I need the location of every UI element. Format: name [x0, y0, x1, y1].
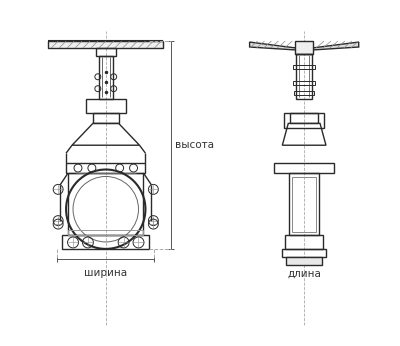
Polygon shape [250, 42, 296, 50]
Bar [293, 65, 315, 69]
Bar [62, 236, 150, 249]
Text: высота: высота [175, 140, 214, 150]
Bar [48, 41, 163, 48]
Bar [292, 177, 316, 231]
Bar [285, 236, 323, 249]
Bar [290, 113, 318, 124]
Bar [96, 48, 116, 56]
Bar [284, 113, 324, 128]
Bar [66, 163, 146, 173]
Bar [282, 249, 326, 257]
Bar [86, 99, 126, 113]
Text: длина: длина [287, 268, 321, 278]
Bar [68, 229, 144, 236]
Bar [99, 56, 113, 99]
Polygon shape [312, 42, 359, 50]
Bar [296, 54, 312, 99]
Bar [93, 113, 119, 124]
Bar [274, 163, 334, 173]
Text: ширина: ширина [84, 268, 127, 278]
Bar [293, 81, 315, 85]
Bar [295, 41, 313, 54]
Bar [286, 257, 322, 265]
Bar [289, 173, 319, 236]
Bar [294, 91, 314, 95]
Bar [68, 173, 144, 236]
